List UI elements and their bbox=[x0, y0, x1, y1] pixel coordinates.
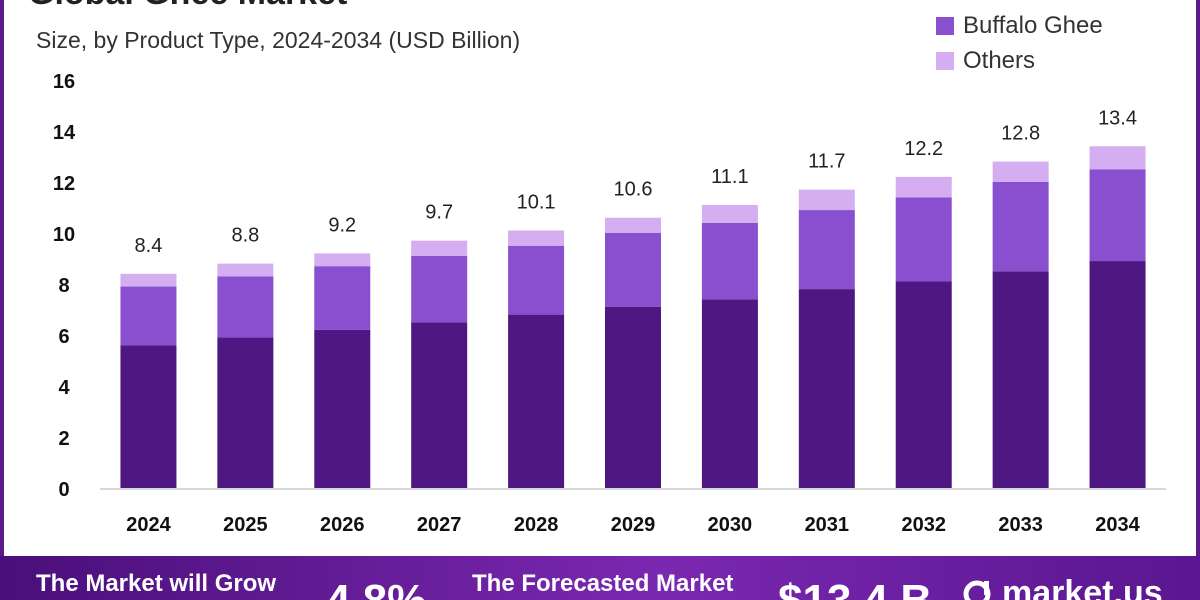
legend-item-buffalo-ghee[interactable]: Buffalo Ghee bbox=[936, 8, 1103, 43]
bar-segment bbox=[701, 299, 758, 488]
y-tick-label: 12 bbox=[53, 173, 75, 195]
bar-segment bbox=[411, 240, 468, 256]
bar-total-label: 12.8 bbox=[1001, 123, 1040, 145]
y-tick-label: 8 bbox=[58, 275, 69, 297]
stacked-bar-chart: 0 2 4 6 8 10 12 14 16 8.4 2024 8.8 2025 9.2 2026 9.7 202… bbox=[53, 71, 1166, 536]
bar-segment bbox=[411, 255, 468, 323]
legend-label-buffalo-ghee: Buffalo Ghee bbox=[963, 11, 1103, 39]
bar-segment bbox=[314, 253, 371, 267]
bar-segment bbox=[605, 217, 661, 233]
x-tick-label: 2028 bbox=[514, 514, 559, 536]
bar-segment bbox=[508, 230, 565, 246]
growth-text: The Market will Grow bbox=[36, 570, 277, 597]
bar-segment bbox=[798, 289, 855, 488]
bar-total-label: 10.1 bbox=[517, 191, 556, 213]
bar-segment bbox=[120, 286, 177, 346]
bar-total-label: 12.2 bbox=[904, 138, 943, 160]
bar-segment bbox=[798, 210, 855, 290]
bar-total-label: 8.4 bbox=[135, 235, 163, 257]
bar-total-label: 11.7 bbox=[808, 151, 845, 173]
bar-segment bbox=[217, 263, 274, 277]
forecast-text: The Forecasted Market bbox=[472, 570, 734, 597]
bar-segment bbox=[701, 222, 758, 300]
x-tick-label: 2027 bbox=[417, 514, 462, 536]
bar-segment bbox=[895, 281, 952, 488]
x-tick-label: 2034 bbox=[1095, 514, 1140, 536]
y-tick-label: 2 bbox=[58, 428, 69, 450]
right-frame-border bbox=[1196, 0, 1200, 556]
chart-subtitle: Size, by Product Type, 2024-2034 (USD Bi… bbox=[36, 27, 521, 53]
x-tick-label: 2033 bbox=[998, 514, 1043, 536]
bar-total-label: 8.8 bbox=[231, 225, 259, 247]
bar-segment bbox=[895, 176, 952, 198]
bar-segment bbox=[120, 273, 177, 287]
x-tick-label: 2031 bbox=[805, 514, 850, 536]
y-tick-label: 14 bbox=[53, 122, 76, 144]
y-tick-label: 4 bbox=[58, 377, 70, 399]
bar-segment bbox=[992, 271, 1049, 488]
legend-swatch-others bbox=[936, 51, 954, 70]
legend-item-others[interactable]: Others bbox=[936, 43, 1103, 78]
forecast-value: $13.4 B bbox=[778, 576, 932, 600]
x-tick-label: 2025 bbox=[223, 514, 268, 536]
x-tick-label: 2029 bbox=[611, 514, 656, 536]
bar-segment bbox=[701, 204, 758, 223]
bar-total-label: 10.6 bbox=[614, 179, 653, 201]
bar-segment bbox=[1089, 169, 1146, 262]
left-frame-border bbox=[0, 0, 4, 556]
y-tick-label: 10 bbox=[53, 224, 75, 246]
bar-segment bbox=[798, 189, 855, 211]
bar-segment bbox=[1089, 261, 1146, 488]
y-tick-label: 6 bbox=[58, 326, 69, 348]
bar-segment bbox=[605, 233, 661, 307]
legend-swatch-buffalo-ghee bbox=[936, 16, 954, 35]
bar-segment bbox=[508, 245, 565, 315]
bar-segment bbox=[217, 276, 274, 338]
bar-segment bbox=[508, 314, 565, 488]
x-tick-label: 2032 bbox=[901, 514, 946, 536]
brand-name: market.us bbox=[1002, 574, 1163, 600]
bar-segment bbox=[217, 337, 274, 488]
bar-segment bbox=[895, 197, 952, 282]
bar-total-label: 13.4 bbox=[1098, 107, 1137, 129]
brand-logo[interactable]: market.us bbox=[962, 574, 1163, 600]
bar-segment bbox=[605, 306, 661, 488]
cagr-value: 4.8% bbox=[326, 576, 426, 600]
bar-segment bbox=[314, 329, 371, 488]
bar-segment bbox=[411, 322, 468, 488]
bar-total-label: 9.7 bbox=[425, 202, 453, 224]
x-tick-label: 2024 bbox=[126, 514, 171, 536]
bar-segment bbox=[992, 182, 1049, 272]
chart-legend: Buffalo Ghee Others bbox=[936, 8, 1103, 78]
bar-segment bbox=[314, 266, 371, 330]
x-tick-label: 2030 bbox=[708, 514, 753, 536]
bar-segment bbox=[1089, 146, 1146, 170]
legend-label-others: Others bbox=[963, 46, 1036, 74]
bar-total-label: 11.1 bbox=[711, 166, 748, 188]
x-tick-label: 2026 bbox=[320, 514, 365, 536]
y-tick-label: 0 bbox=[58, 479, 69, 501]
brand-logo-icon bbox=[963, 580, 991, 600]
bar-segment bbox=[120, 345, 177, 488]
summary-banner: The Market will Grow 4.8% The Forecasted… bbox=[0, 556, 1200, 600]
chart-title: Global Ghee Market bbox=[28, 0, 347, 13]
bar-total-label: 9.2 bbox=[328, 214, 356, 236]
y-tick-label: 16 bbox=[53, 71, 75, 93]
bar-segment bbox=[992, 161, 1049, 182]
